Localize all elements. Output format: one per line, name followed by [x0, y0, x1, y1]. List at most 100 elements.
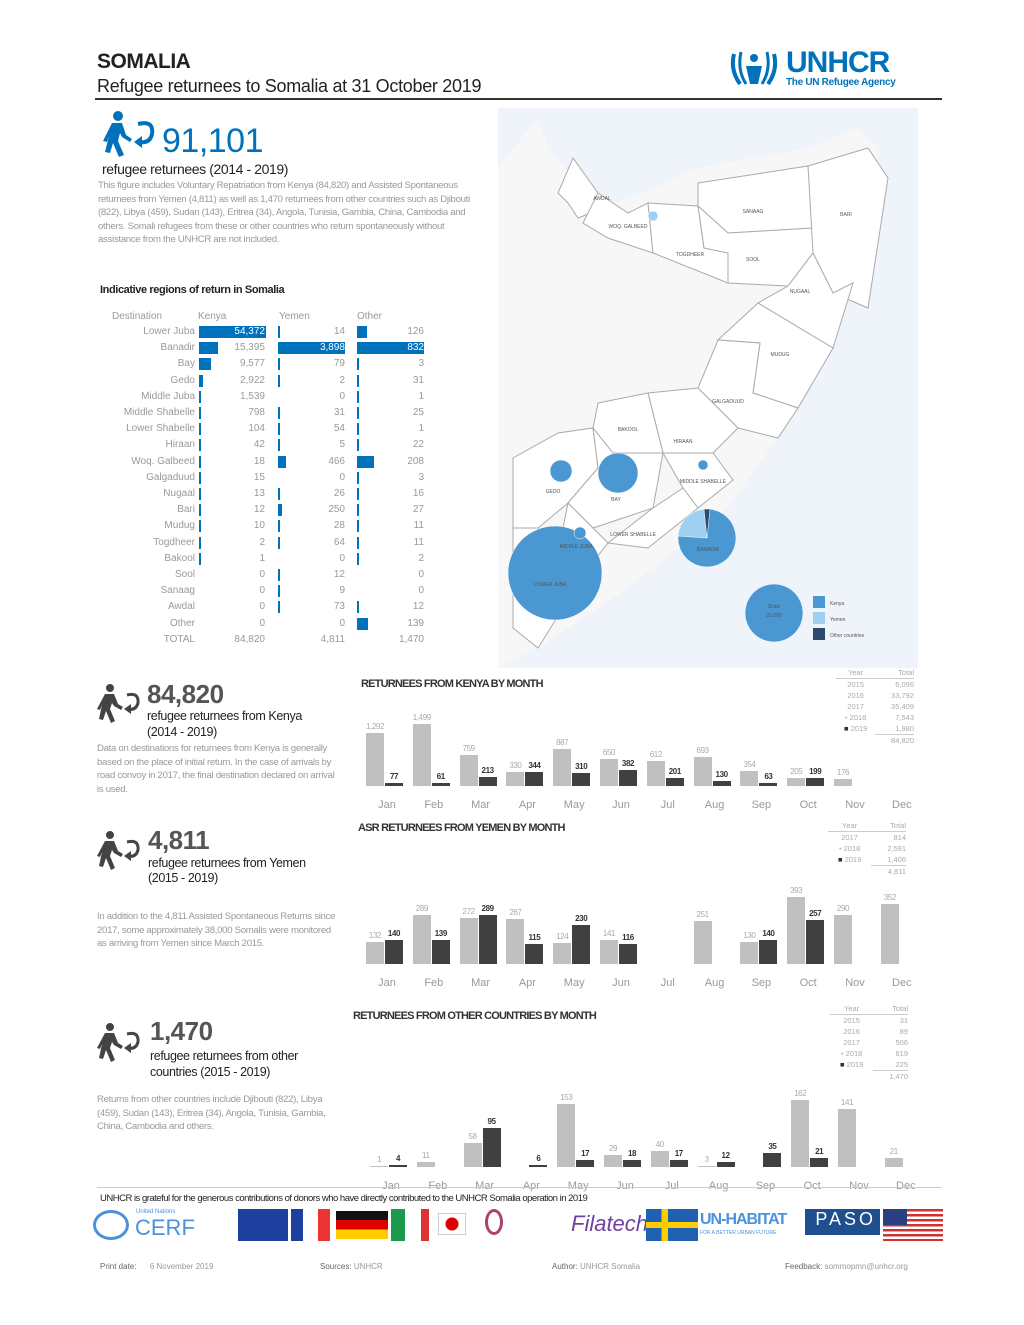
- data-label-2019: 382: [621, 759, 635, 769]
- destination-label: Other: [169, 617, 195, 629]
- value-bar: [278, 536, 280, 549]
- value-bar: [199, 326, 266, 338]
- data-label-2019: 77: [389, 771, 399, 781]
- bar-2019: [525, 771, 544, 786]
- map-region-label: LOWER JUBA: [534, 582, 567, 588]
- year-table-heading: Year: [828, 820, 872, 832]
- value-bar: [357, 374, 360, 387]
- value-bar: [199, 536, 201, 549]
- value-label: 79: [333, 358, 345, 370]
- bar-2018: [553, 749, 572, 786]
- kenya-note: Data on destinations for returnees from …: [97, 743, 335, 795]
- value-bar: [278, 326, 280, 338]
- data-label-2019: 21: [815, 1147, 824, 1157]
- value-bar: [278, 423, 280, 436]
- map-region-label: TOGDHEER: [676, 252, 705, 258]
- month-label: Dec: [892, 799, 912, 811]
- bar-2018: [604, 1155, 622, 1167]
- total-cell: 506: [895, 1038, 908, 1047]
- month-label: Mar: [475, 1180, 495, 1192]
- data-label-2018: 21: [889, 1147, 899, 1157]
- bar-2019: [623, 1159, 641, 1167]
- year-table-row: ■ 2019 1,406: [828, 854, 906, 866]
- value-label: 0: [339, 390, 345, 402]
- print-date: Print date: 6 November 2019: [100, 1262, 213, 1271]
- value-bar: [199, 374, 203, 387]
- month-label: May: [563, 799, 585, 811]
- month-label: Feb: [424, 977, 444, 989]
- value-label: 12: [412, 601, 424, 613]
- usa-flag-canton: [883, 1209, 907, 1225]
- month-label: Apr: [518, 799, 536, 811]
- table-row: Bari 12 250 27: [0, 504, 430, 518]
- value-bar: [278, 585, 280, 598]
- data-label-2019: 130: [715, 769, 729, 779]
- data-label-2018: 153: [560, 1092, 573, 1102]
- value-bar: [278, 504, 283, 517]
- value-label: 27: [412, 504, 424, 516]
- data-label-2019: 17: [674, 1148, 684, 1158]
- sources-label: Sources:: [320, 1262, 352, 1271]
- value-bar: [278, 455, 286, 468]
- feedback-email[interactable]: sommopmn@unhcr.org: [824, 1262, 908, 1271]
- month-label: Aug: [704, 977, 725, 989]
- bar-2018: [416, 1162, 435, 1167]
- destination-label: Lower Shabelle: [126, 423, 195, 435]
- year-table-heading: Total: [873, 1003, 908, 1015]
- pie-woqooyi-galbeed: [647, 210, 659, 222]
- data-label-2018: 759: [462, 743, 476, 753]
- value-bar: [278, 569, 280, 581]
- year-table-total-row: 4,811: [828, 866, 906, 878]
- total-value: 4,811: [320, 633, 345, 645]
- 2018-legend-swatch-icon: ▪: [844, 713, 850, 722]
- month-label: Sep: [751, 977, 772, 989]
- cerf-small-text: United Nations: [136, 1209, 176, 1215]
- data-label-2019: 139: [434, 929, 448, 939]
- total-value: 84,820: [234, 633, 265, 645]
- value-label: 2: [339, 374, 345, 386]
- destination-label: Sanaag: [160, 585, 195, 597]
- value-label: 64: [333, 536, 345, 548]
- value-label: 0: [259, 601, 265, 613]
- bar-2018: [412, 914, 431, 964]
- map-region-label: NUGAAL: [790, 289, 811, 295]
- value-label: 28: [333, 520, 345, 532]
- data-label-2018: 693: [696, 746, 710, 756]
- total-cell: 89: [899, 1027, 908, 1036]
- map-legend-label: Kenya: [830, 601, 844, 607]
- value-label: 5: [339, 439, 345, 451]
- year-table-heading: Year: [836, 667, 876, 679]
- value-bar: [278, 407, 280, 419]
- year-cell: ■ 2019: [843, 724, 868, 734]
- year-cell: 2017: [841, 833, 858, 842]
- year-table-row: ▪ 2018 619: [830, 1048, 908, 1059]
- value-label: 13: [253, 488, 265, 499]
- pie-middle-juba: [573, 526, 587, 540]
- value-bar: [199, 407, 201, 419]
- bar-2018: [697, 1165, 716, 1167]
- returnee-icon: [97, 1023, 140, 1062]
- value-label: 2: [259, 536, 265, 548]
- data-label-2019: 115: [528, 933, 541, 943]
- destination-label: Middle Shabelle: [123, 407, 195, 418]
- chart-title: ASR RETURNEES FROM YEMEN BY MONTH: [358, 822, 565, 834]
- returnee-icon: [103, 111, 155, 157]
- total-cell: 619: [895, 1049, 908, 1058]
- value-bar: [357, 617, 369, 630]
- eu-flag-icon: [238, 1209, 288, 1241]
- month-label: Jun: [612, 799, 630, 811]
- logo-tagline: The UN Refugee Agency: [786, 77, 896, 88]
- table-row: Other 0 0 139: [0, 617, 430, 632]
- bar-2018: [834, 778, 852, 786]
- value-label: 2,922: [239, 374, 265, 386]
- data-label-2018: 141: [840, 1097, 854, 1107]
- bar-2019: [389, 1165, 407, 1167]
- value-bar: [199, 504, 201, 517]
- value-bar: [199, 520, 201, 533]
- map-scale-label: Scale: [768, 604, 781, 610]
- value-label: 126: [407, 326, 424, 337]
- pie-lower-juba: [507, 525, 603, 621]
- sweden-cross: [646, 1222, 698, 1228]
- bar-2019: [619, 944, 637, 964]
- footer-divider: [97, 1187, 942, 1188]
